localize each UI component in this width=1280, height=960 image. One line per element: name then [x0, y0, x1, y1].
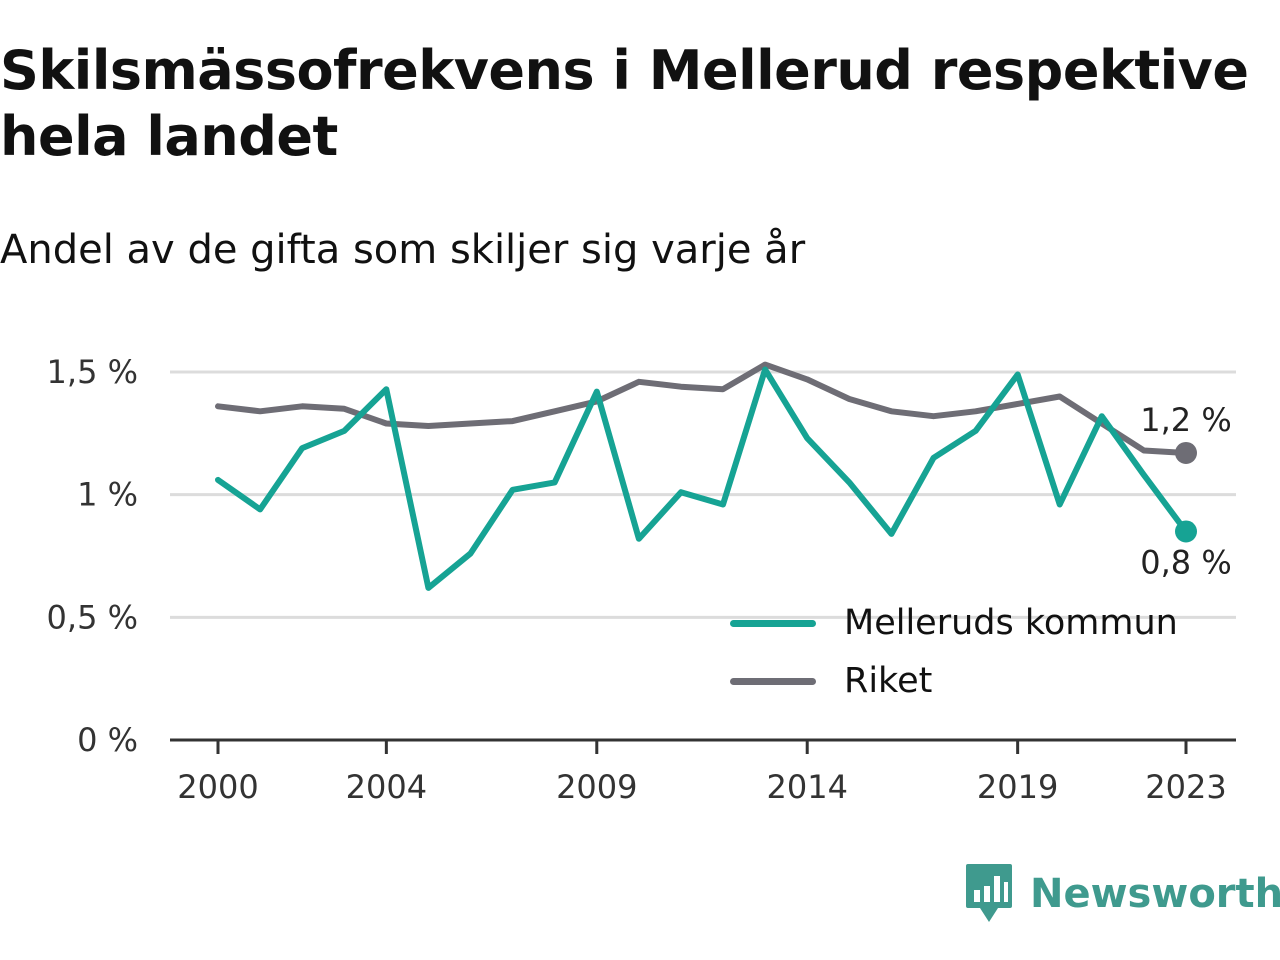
series-lines	[215, 361, 1197, 591]
x-tick-label: 2000	[177, 768, 258, 806]
y-tick-label: 0,5 %	[47, 598, 138, 636]
legend-label-melleruds-kommun: Melleruds kommun	[844, 603, 1178, 643]
x-tick-label: 2004	[346, 768, 427, 806]
brand-name: Newsworthy	[1030, 871, 1280, 917]
legend-item-melleruds-kommun: Melleruds kommun	[730, 594, 1178, 652]
x-tick-label: 2009	[556, 768, 637, 806]
y-tick-label: 0 %	[77, 721, 138, 759]
chart-title: Skilsmässofrekvens i Mellerud respektive…	[0, 39, 1249, 168]
end-point-riket	[1175, 441, 1197, 464]
end-label-riket: 1,2 %	[1140, 401, 1231, 439]
legend-swatch-melleruds-kommun	[730, 619, 816, 627]
y-tick-label: 1,5 %	[47, 353, 138, 391]
legend-item-riket: Riket	[730, 652, 1178, 710]
brand: Newsworthy	[964, 862, 1280, 926]
y-axis-labels: 0 % 0,5 % 1 % 1,5 %	[47, 353, 138, 759]
end-label-melleruds-kommun: 0,8 %	[1140, 543, 1231, 581]
x-axis-ticks: 2000 2004 2009 2014 2019 2023	[177, 740, 1227, 806]
legend-swatch-riket	[730, 677, 816, 685]
x-tick-label: 2014	[766, 768, 847, 806]
chart-subtitle: Andel av de gifta som skiljer sig varje …	[0, 227, 806, 273]
x-tick-label: 2019	[977, 768, 1058, 806]
end-point-melleruds-kommun	[1175, 520, 1197, 543]
x-tick-label: 2023	[1145, 768, 1226, 806]
newsworthy-logo-icon	[966, 864, 1012, 922]
series-line-melleruds-kommun	[215, 366, 1189, 591]
y-tick-label: 1 %	[77, 476, 138, 514]
end-labels: 1,2 % 0,8 %	[1140, 401, 1231, 582]
legend: Melleruds kommun Riket	[730, 594, 1178, 710]
legend-label-riket: Riket	[844, 661, 933, 701]
